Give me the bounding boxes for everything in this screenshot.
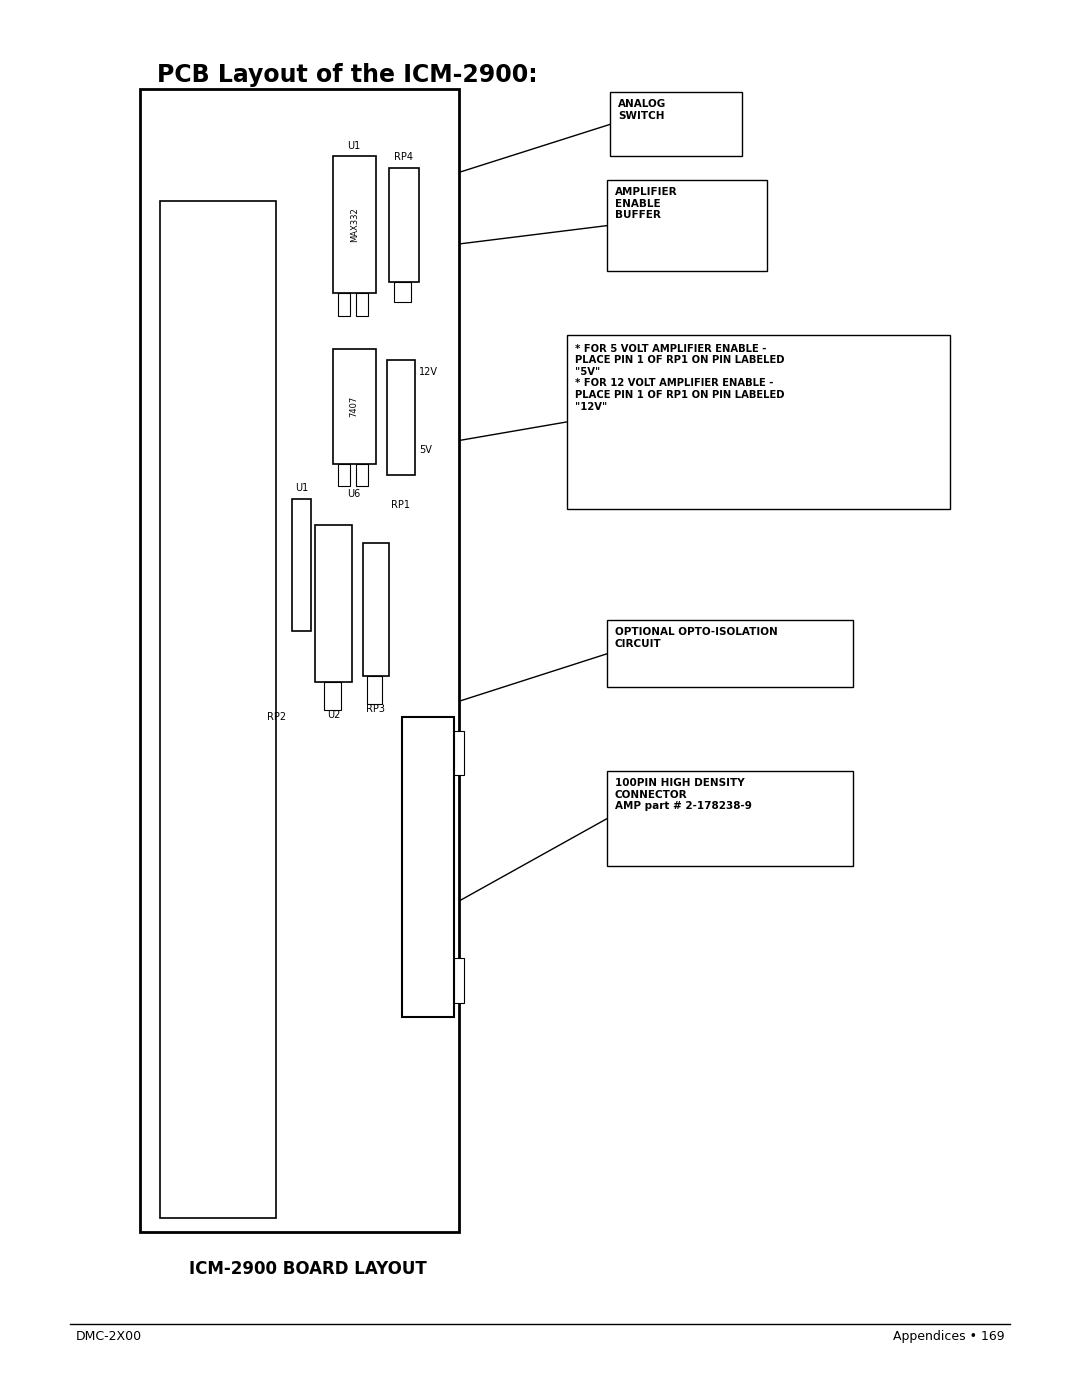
Text: OPTIONAL OPTO-ISOLATION
CIRCUIT: OPTIONAL OPTO-ISOLATION CIRCUIT: [615, 627, 778, 648]
Text: RP4: RP4: [394, 152, 414, 162]
Text: ANALOG
SWITCH: ANALOG SWITCH: [618, 99, 666, 120]
FancyBboxPatch shape: [292, 499, 311, 631]
Text: RP1: RP1: [391, 500, 410, 510]
FancyBboxPatch shape: [356, 293, 368, 316]
Text: 5V: 5V: [419, 444, 432, 455]
FancyBboxPatch shape: [394, 282, 411, 302]
FancyBboxPatch shape: [367, 676, 382, 704]
Text: ICM-2900 BOARD LAYOUT: ICM-2900 BOARD LAYOUT: [189, 1260, 427, 1278]
FancyBboxPatch shape: [454, 958, 464, 1003]
FancyBboxPatch shape: [315, 525, 352, 682]
FancyBboxPatch shape: [338, 464, 350, 486]
Text: DMC-2X00: DMC-2X00: [76, 1330, 141, 1343]
Text: 12V: 12V: [419, 367, 438, 377]
Text: U2: U2: [327, 710, 340, 719]
FancyBboxPatch shape: [324, 682, 341, 710]
FancyBboxPatch shape: [607, 180, 767, 271]
Text: 100PIN HIGH DENSITY
CONNECTOR
AMP part # 2-178238-9: 100PIN HIGH DENSITY CONNECTOR AMP part #…: [615, 778, 752, 812]
FancyBboxPatch shape: [402, 717, 454, 1017]
FancyBboxPatch shape: [387, 360, 415, 475]
FancyBboxPatch shape: [140, 89, 459, 1232]
Text: AMPLIFIER
ENABLE
BUFFER: AMPLIFIER ENABLE BUFFER: [615, 187, 677, 221]
FancyBboxPatch shape: [389, 168, 419, 282]
Text: U1: U1: [348, 141, 361, 151]
Text: Appendices • 169: Appendices • 169: [893, 1330, 1004, 1343]
FancyBboxPatch shape: [160, 201, 276, 1218]
Text: RP2: RP2: [267, 712, 286, 722]
FancyBboxPatch shape: [607, 771, 853, 866]
Text: MAX332: MAX332: [350, 208, 359, 242]
Text: U6: U6: [348, 489, 361, 499]
FancyBboxPatch shape: [607, 620, 853, 687]
Text: PCB Layout of the ICM-2900:: PCB Layout of the ICM-2900:: [157, 63, 537, 87]
Text: * FOR 5 VOLT AMPLIFIER ENABLE -
PLACE PIN 1 OF RP1 ON PIN LABELED
"5V"
* FOR 12 : * FOR 5 VOLT AMPLIFIER ENABLE - PLACE PI…: [575, 344, 784, 412]
Text: 7407: 7407: [350, 395, 359, 418]
FancyBboxPatch shape: [356, 464, 368, 486]
Text: RP3: RP3: [366, 704, 386, 714]
FancyBboxPatch shape: [333, 349, 376, 464]
Text: U1: U1: [295, 483, 308, 493]
FancyBboxPatch shape: [567, 335, 950, 509]
FancyBboxPatch shape: [338, 293, 350, 316]
FancyBboxPatch shape: [454, 731, 464, 775]
FancyBboxPatch shape: [363, 543, 389, 676]
FancyBboxPatch shape: [333, 156, 376, 293]
FancyBboxPatch shape: [610, 92, 742, 156]
